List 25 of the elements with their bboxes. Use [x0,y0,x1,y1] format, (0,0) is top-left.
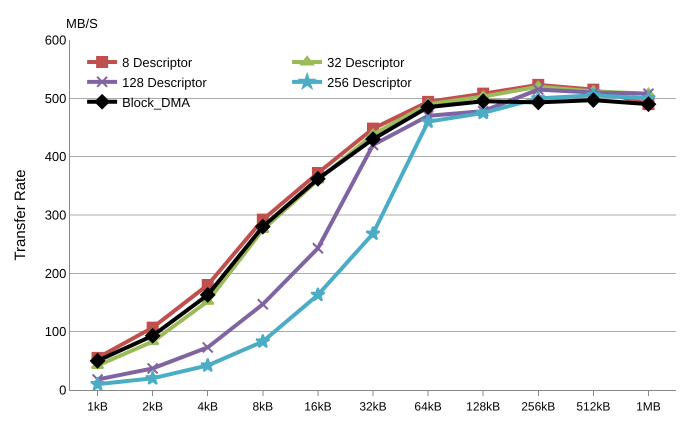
x-tick-label: 256kB [521,399,556,414]
y-tick-label: 100 [44,324,66,340]
legend-label: 32 Descriptor [327,55,406,70]
y-tick-label: 500 [44,90,66,106]
text: MB/S [66,16,98,31]
legend-label: 256 Descriptor [327,74,412,90]
y-tick-label: 600 [44,32,66,48]
x-tick-label: 2kB [142,399,163,414]
y-tick-label: 200 [44,266,66,281]
x-tick-label: 1MB [636,399,661,414]
y-tick-label: 0 [59,382,66,398]
y-tick-label: 300 [44,208,66,223]
y-tick-label: 400 [44,149,66,164]
legend-label: Block_DMA [122,94,190,110]
y-axis-title: Transfer Rate [12,169,29,261]
legend-label: 128 Descriptor [122,74,208,90]
x-tick-label: 128kB [466,399,500,414]
x-tick-label: 512kB [576,399,610,414]
x-tick-label: 1kB [87,399,108,414]
legend-label: 8 Descriptor [122,55,193,70]
x-tick-label: 16kB [304,399,332,414]
x-tick-label: 64kB [414,399,442,414]
x-tick-label: 4kB [197,399,218,414]
x-tick-label: 32kB [359,399,387,414]
x-tick-label: 8kB [252,399,274,414]
